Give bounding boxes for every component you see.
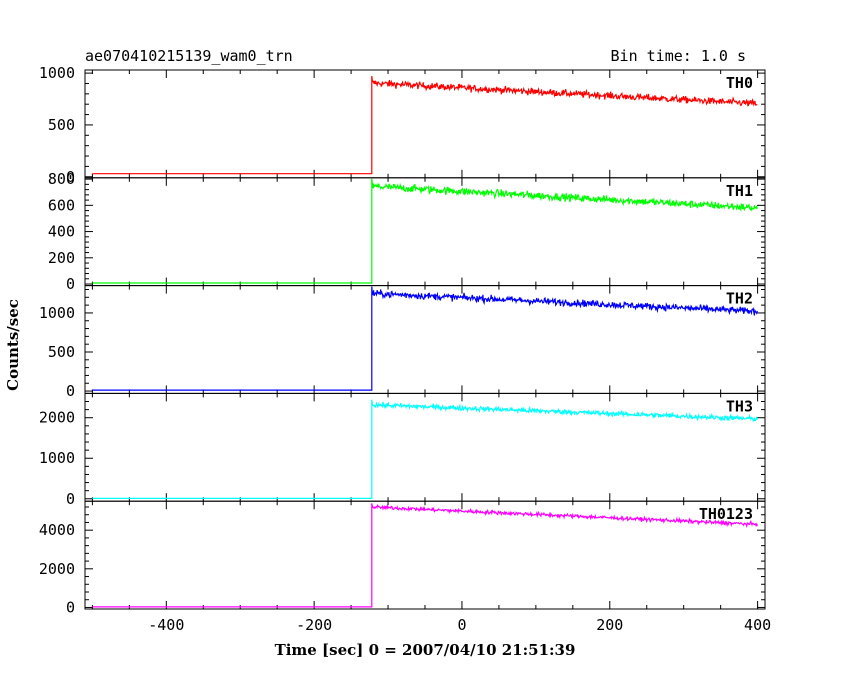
series-label: TH2 [726,290,753,308]
y-tick-label: 0 [66,598,75,616]
y-tick-label: 4000 [39,521,75,539]
y-tick-label: 500 [48,343,75,361]
y-tick-label: 0 [66,382,75,400]
x-axis-label: Time [sec] 0 = 2007/04/10 21:51:39 [275,641,576,659]
panel-th2: 0 500 1000 TH2 [39,285,766,400]
x-tick-label: 200 [596,616,623,634]
series-line-th1 [92,178,758,284]
y-tick-label: 600 [48,196,75,214]
y-tick-label: 1000 [39,449,75,467]
series-label: TH3 [726,397,753,415]
x-tick-label: 0 [457,616,466,634]
chart-title: ae070410215139_wam0_trn [85,47,293,65]
series-line-th2 [92,286,758,391]
series-label: TH0123 [699,505,753,523]
x-tick-label: -400 [148,616,184,634]
y-axis-label: Counts/sec [4,299,22,391]
series-label: TH1 [726,182,753,200]
y-tick-label: 800 [48,170,75,188]
y-tick-label: 2000 [39,409,75,427]
y-tick-label: 2000 [39,560,75,578]
y-tick-label: 1000 [39,64,75,82]
panel-frame [84,285,766,394]
panel-frame [84,500,766,610]
panel-frame [84,392,766,502]
series-line-th0123 [92,503,758,608]
y-tick-label: 200 [48,249,75,267]
y-tick-label: 500 [48,116,75,134]
panel-th0: 0 500 1000 TH0 [39,64,766,186]
y-tick-label: 0 [66,490,75,508]
panels: 0 500 1000 TH0 0 200 400 600 800 TH1 0 500 1000 TH2 0 1… [39,64,771,634]
series-line-th3 [92,399,758,499]
y-tick-label: 0 [66,168,75,186]
bin-time-label: Bin time: 1.0 s [611,47,746,65]
y-tick-label: 0 [66,275,75,293]
x-tick-label: -200 [296,616,332,634]
panel-th3: 0 1000 2000 TH3 [39,392,766,508]
y-tick-label: 1000 [39,304,75,322]
series-label: TH0 [726,74,753,92]
series-line-th0 [92,76,758,175]
y-tick-label: 400 [48,223,75,241]
panel-th1: 0 200 400 600 800 TH1 [48,170,766,293]
panel-th0123: 0 2000 4000 TH0123 [39,500,766,616]
panel-frame [84,177,766,287]
x-tick-label: 400 [744,616,771,634]
